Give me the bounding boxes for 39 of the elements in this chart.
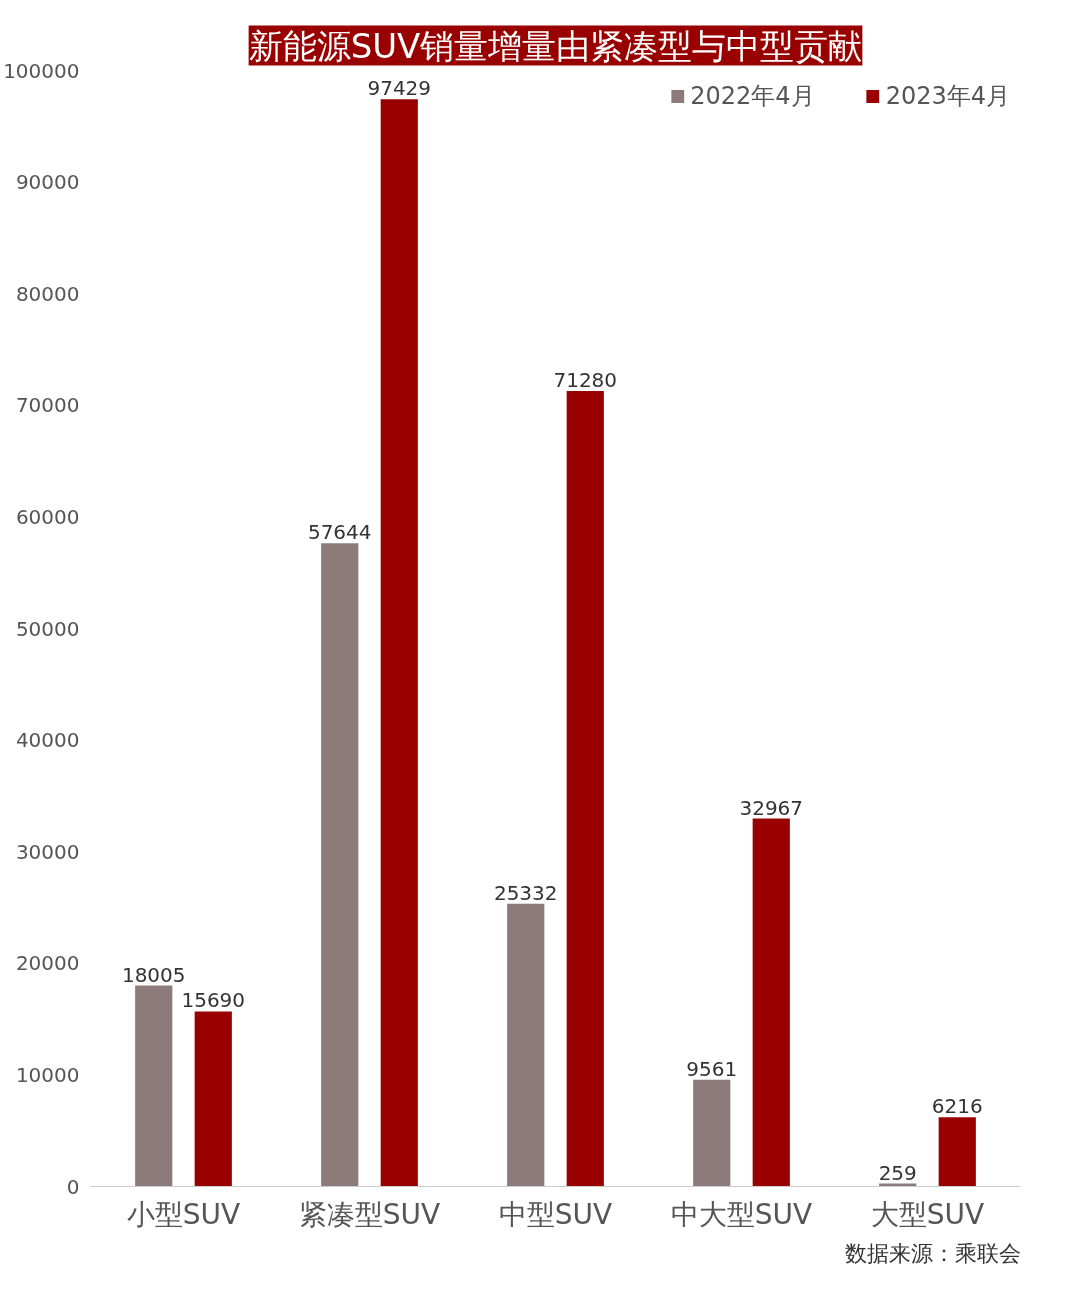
y-tick-label: 60000 [15, 504, 80, 529]
y-tick-label: 70000 [15, 393, 80, 418]
source-note: 数据来源：乘联会 [844, 1240, 1021, 1266]
bar [752, 818, 790, 1187]
y-tick-label: 20000 [15, 951, 80, 976]
y-tick-label: 50000 [15, 616, 80, 641]
bar [507, 903, 545, 1187]
data-label: 25332 [493, 880, 558, 905]
y-tick-label: 80000 [15, 281, 80, 306]
legend-label: 2023年4月 [885, 81, 1010, 112]
bar [938, 1117, 976, 1187]
y-tick-label: 0 [66, 1174, 80, 1199]
data-label: 71280 [553, 368, 618, 393]
data-label: 57644 [307, 520, 372, 545]
data-label: 9561 [686, 1056, 738, 1081]
bar [321, 543, 359, 1187]
x-tick-label: 小型SUV [126, 1197, 241, 1231]
bar [135, 985, 173, 1187]
y-tick-label: 40000 [15, 728, 80, 753]
y-tick-label: 10000 [15, 1062, 80, 1087]
y-tick-label: 90000 [15, 170, 80, 195]
data-label: 6216 [931, 1094, 983, 1119]
data-label: 97429 [367, 76, 432, 101]
bar [693, 1079, 731, 1187]
x-tick-label: 紧凑型SUV [298, 1197, 441, 1231]
chart-title: 新能源SUV销量增量由紧凑型与中型贡献 [248, 25, 863, 66]
bar [566, 391, 604, 1187]
x-tick-label: 中型SUV [498, 1197, 613, 1231]
data-label: 18005 [121, 962, 186, 987]
y-tick-label: 30000 [15, 839, 80, 864]
x-tick-label: 大型SUV [870, 1197, 985, 1231]
x-tick-label: 中大型SUV [670, 1197, 813, 1231]
y-tick-label: 100000 [3, 58, 80, 83]
data-label: 32967 [739, 795, 804, 820]
legend-label: 2022年4月 [690, 81, 815, 112]
data-label: 15690 [181, 988, 246, 1013]
bar [194, 1011, 232, 1187]
data-label: 259 [878, 1160, 917, 1185]
bar [380, 99, 418, 1187]
